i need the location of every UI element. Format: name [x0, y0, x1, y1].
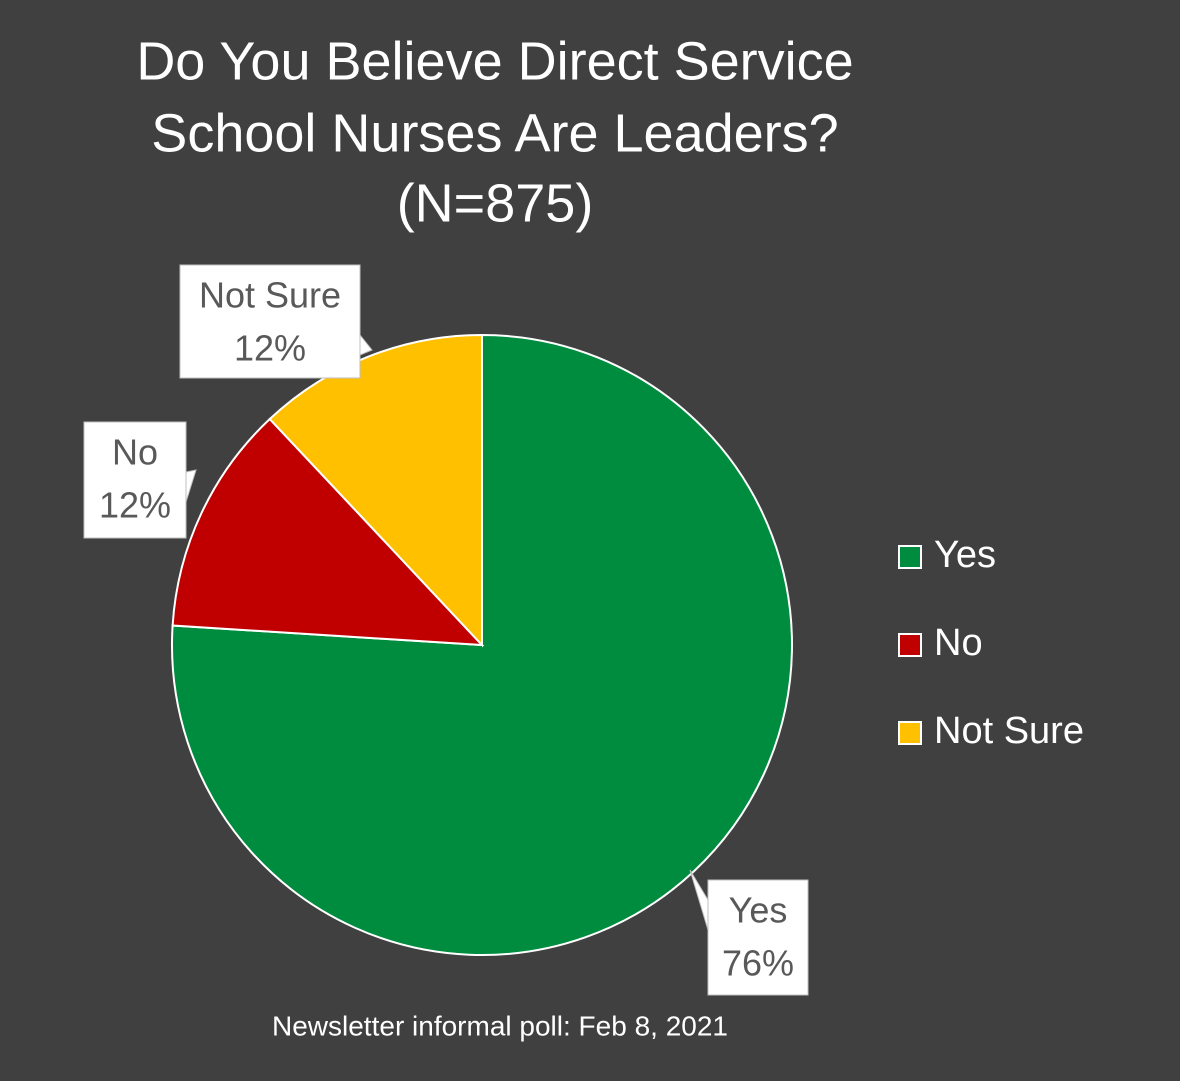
- data-label-name: Not Sure: [199, 275, 341, 316]
- legend-swatch: [898, 721, 922, 745]
- label-callout: [179, 264, 373, 379]
- data-label-value: 76%: [722, 943, 794, 984]
- legend-label: Not Sure: [934, 710, 1084, 752]
- label-callout: [83, 421, 197, 539]
- pie-slice: [171, 417, 485, 647]
- legend-swatch: [898, 633, 922, 657]
- legend-label: Yes: [934, 534, 996, 576]
- pie-slice: [268, 333, 483, 648]
- data-label-value: 12%: [99, 485, 171, 526]
- data-label-name: No: [112, 432, 158, 473]
- legend-swatch: [898, 545, 922, 569]
- label-callout: [689, 869, 809, 996]
- chart-title: (N=875): [397, 173, 594, 233]
- chart-title: School Nurses Are Leaders?: [151, 103, 838, 163]
- chart-note: Newsletter informal poll: Feb 8, 2021: [272, 1010, 728, 1041]
- data-label-value: 12%: [234, 328, 306, 369]
- legend-label: No: [934, 622, 983, 664]
- chart-title: Do You Believe Direct Service: [136, 31, 853, 91]
- data-label-name: Yes: [729, 890, 788, 931]
